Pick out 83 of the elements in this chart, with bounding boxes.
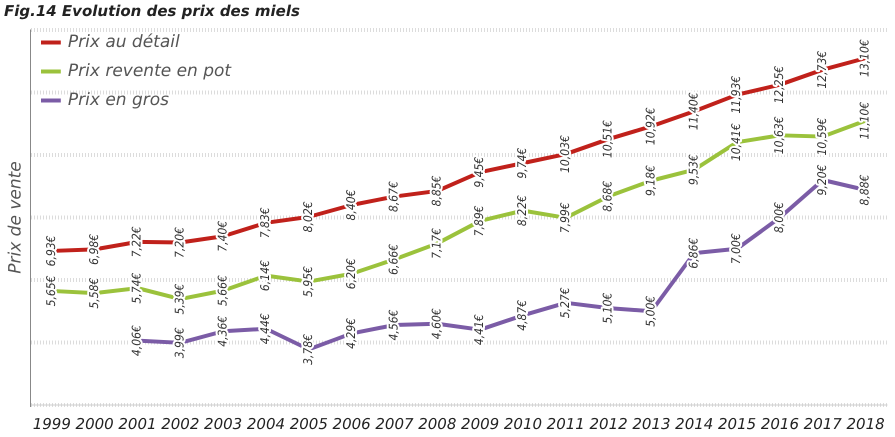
data-label: 3,78€ <box>300 334 315 365</box>
data-label: 5,39€ <box>172 283 186 315</box>
data-label: 7,40€ <box>215 220 230 252</box>
data-label: 4,44€ <box>258 313 272 344</box>
x-tick-label: 2011 <box>546 414 585 433</box>
data-label: 13,10€ <box>858 39 872 78</box>
data-label: 8,85€ <box>429 175 444 206</box>
data-label: 7,20€ <box>172 226 186 258</box>
data-label: 6,66€ <box>386 244 401 275</box>
data-label: 10,03€ <box>558 135 572 173</box>
x-tick-label: 2008 <box>418 414 456 433</box>
data-label: 11,10€ <box>858 102 872 140</box>
x-tick-label: 2007 <box>375 414 414 433</box>
data-label: 7,22€ <box>130 226 144 258</box>
x-tick-label: 2009 <box>461 414 500 433</box>
data-label: 8,00€ <box>772 202 786 233</box>
data-label: 11,40€ <box>686 92 700 130</box>
data-label: 8,22€ <box>515 195 530 226</box>
data-label: 9,18€ <box>644 165 658 196</box>
data-label: 4,29€ <box>344 318 358 349</box>
data-label: 7,17€ <box>429 228 444 259</box>
x-tick-label: 2000 <box>76 414 114 433</box>
legend-label: Prix revente en pot <box>68 60 232 81</box>
x-tick-label: 2013 <box>632 414 671 433</box>
data-label: 5,58€ <box>86 278 101 309</box>
data-label: 8,68€ <box>600 180 615 212</box>
data-label: 10,92€ <box>644 107 658 146</box>
data-label: 5,95€ <box>300 266 315 298</box>
data-label: 6,98€ <box>86 234 101 265</box>
x-tick-label: 2010 <box>504 414 542 433</box>
x-tick-label: 2012 <box>590 414 628 433</box>
x-tick-label: 2016 <box>760 414 800 433</box>
x-tick-label: 2017 <box>804 414 842 433</box>
y-axis-title: Prix de vente <box>6 161 26 274</box>
chart-title: Fig.14 Evolution des prix des miels <box>4 2 300 20</box>
data-label: 7,89€ <box>472 205 486 236</box>
data-label: 6,93€ <box>44 235 58 266</box>
data-label: 7,99€ <box>558 202 572 234</box>
x-tick-label: 2015 <box>718 414 756 433</box>
data-label: 9,53€ <box>686 154 700 186</box>
legend-label: Prix au détail <box>68 32 180 52</box>
data-label: 8,88€ <box>858 174 872 206</box>
data-label: 8,40€ <box>344 189 358 220</box>
data-label: 5,65€ <box>44 275 58 306</box>
data-label: 8,67€ <box>386 180 401 212</box>
x-tick-label: 2006 <box>332 414 371 433</box>
data-label: 10,63€ <box>772 116 786 154</box>
data-label: 7,00€ <box>729 233 744 264</box>
x-tick-label: 2003 <box>204 414 242 433</box>
data-label: 5,66€ <box>215 275 230 306</box>
data-label: 4,36€ <box>215 316 230 347</box>
data-label: 4,06€ <box>130 325 144 356</box>
data-label: 10,59€ <box>814 118 829 156</box>
data-label: 7,83€ <box>258 207 272 238</box>
data-label: 8,02€ <box>300 201 315 232</box>
data-label: 5,74€ <box>130 272 144 304</box>
data-label: 5,27€ <box>558 287 572 318</box>
data-label: 5,00€ <box>644 296 658 327</box>
data-label: 4,41€ <box>472 314 486 346</box>
x-tick-label: 2005 <box>290 414 328 433</box>
data-label: 4,60€ <box>429 308 444 340</box>
data-label: 12,25€ <box>772 66 786 104</box>
x-tick-label: 2002 <box>161 414 200 433</box>
data-label: 5,10€ <box>600 292 615 324</box>
x-tick-label: 2014 <box>675 414 714 433</box>
x-tick-label: 2001 <box>118 414 157 433</box>
data-label: 9,20€ <box>814 164 829 196</box>
data-label: 4,56€ <box>386 309 401 340</box>
data-label: 4,87€ <box>515 300 530 331</box>
data-label: 9,45€ <box>472 156 486 188</box>
data-label: 6,20€ <box>344 258 358 290</box>
data-label: 6,86€ <box>686 238 700 269</box>
data-label: 9,74€ <box>515 148 530 179</box>
data-label: 3,99€ <box>172 327 186 358</box>
x-tick-label: 2018 <box>846 414 885 433</box>
data-label: 11,93€ <box>729 76 744 114</box>
data-label: 12,73€ <box>814 50 829 89</box>
data-label: 6,14€ <box>258 260 272 292</box>
data-label: 10,41€ <box>729 123 744 162</box>
x-tick-label: 2004 <box>246 414 286 433</box>
data-label: 10,51€ <box>600 120 615 158</box>
legend-label: Prix en gros <box>68 90 170 110</box>
x-tick-label: 1999 <box>32 414 71 433</box>
